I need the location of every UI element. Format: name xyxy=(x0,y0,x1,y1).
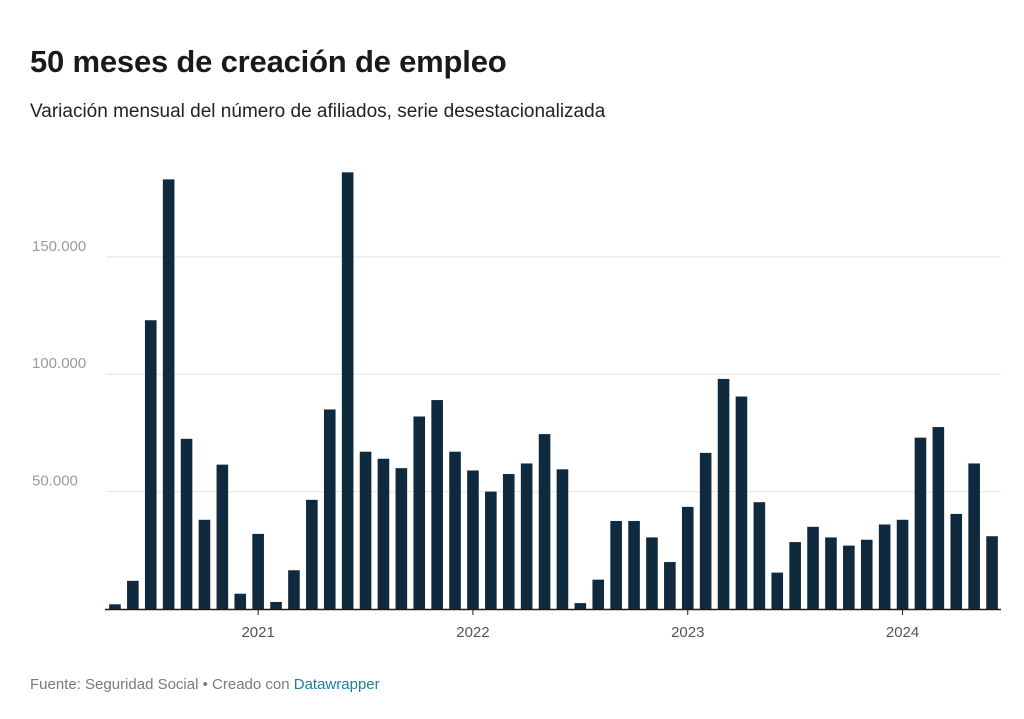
bar xyxy=(306,499,318,609)
bar xyxy=(986,536,998,609)
bar xyxy=(431,400,443,609)
bar xyxy=(735,396,748,609)
bar xyxy=(359,451,372,609)
bar xyxy=(896,519,909,609)
bar xyxy=(413,416,426,609)
bar xyxy=(485,491,497,609)
y-tick-label: 50.000 xyxy=(32,473,78,490)
bar xyxy=(771,572,784,609)
x-tick-label: 2024 xyxy=(886,624,919,641)
bar xyxy=(502,474,515,609)
bar xyxy=(144,320,157,609)
bar xyxy=(717,378,730,609)
bar xyxy=(610,520,622,609)
chart-subtitle: Variación mensual del número de afiliado… xyxy=(30,101,606,122)
bar xyxy=(825,537,837,609)
bar xyxy=(556,469,569,609)
bar xyxy=(395,468,408,609)
bar xyxy=(646,537,658,609)
bar xyxy=(198,519,211,609)
bar xyxy=(234,593,247,609)
bar xyxy=(753,502,766,609)
bar xyxy=(538,434,551,609)
bar xyxy=(180,438,193,609)
chart-title: 50 meses de creación de empleo xyxy=(30,44,507,79)
bar xyxy=(843,545,855,609)
bar xyxy=(377,458,390,609)
bar xyxy=(323,409,336,609)
bar xyxy=(968,463,980,609)
x-axis-labels: 2021 2022 2023 2024 xyxy=(241,609,919,641)
bar xyxy=(270,601,282,609)
footer: Fuente: Seguridad Social • Creado con Da… xyxy=(30,676,380,693)
bar xyxy=(341,172,354,609)
x-tick-label: 2021 xyxy=(241,624,274,641)
bar xyxy=(628,520,640,609)
x-tick-label: 2022 xyxy=(456,624,489,641)
datawrapper-link[interactable]: Datawrapper xyxy=(293,676,380,693)
bar xyxy=(592,579,605,609)
bar xyxy=(950,513,963,609)
bar xyxy=(449,451,461,609)
bar xyxy=(860,539,873,609)
bar xyxy=(932,427,945,609)
bar xyxy=(789,542,801,609)
bar xyxy=(914,437,927,609)
bar xyxy=(699,452,712,609)
bar xyxy=(252,533,264,609)
bar xyxy=(681,506,694,609)
gridlines: 50.000 100.000 150.000 xyxy=(32,238,1001,493)
bar xyxy=(574,603,587,609)
bar xyxy=(807,526,819,609)
bar xyxy=(288,570,300,609)
footer-source: Fuente: Seguridad Social • Creado con xyxy=(30,676,294,693)
y-tick-label: 150.000 xyxy=(32,238,86,255)
bar xyxy=(520,463,533,609)
x-tick-label: 2023 xyxy=(671,624,704,641)
bar xyxy=(467,470,479,609)
bar xyxy=(127,580,139,609)
bar xyxy=(109,604,121,609)
bar xyxy=(162,179,175,609)
bars xyxy=(109,172,998,609)
y-tick-label: 100.000 xyxy=(32,355,86,372)
bar xyxy=(664,562,676,609)
bar xyxy=(878,524,891,609)
bar xyxy=(216,464,229,609)
